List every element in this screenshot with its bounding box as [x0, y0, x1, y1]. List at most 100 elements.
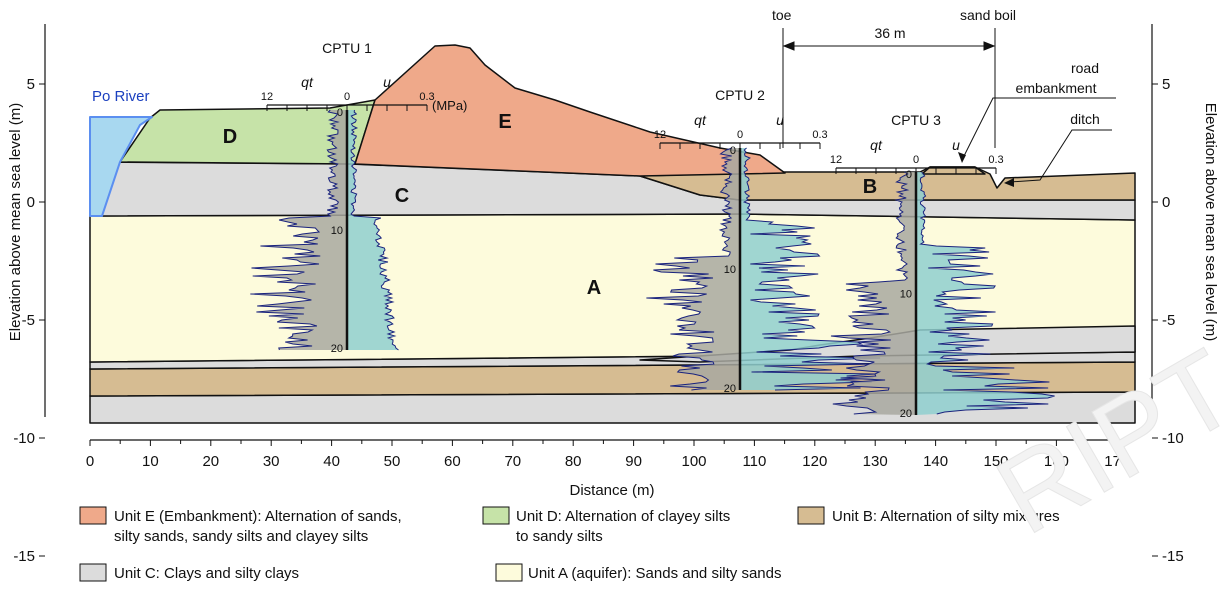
- y-ticks-right: 151050-5-10-15: [1152, 76, 1184, 565]
- x-axis: 0 10 20 30 40 50 60 70 80 90 100 110 120 130 140 150 160…: [86, 439, 1135, 499]
- cptu-1: CPTU 1 12 0 0.3 qt u 0 10 20 (MPa): [250, 40, 467, 355]
- y-tick-label: 5: [1162, 76, 1170, 93]
- x-tick-label: 70: [504, 453, 521, 470]
- ditch-pointer: [1004, 129, 1112, 187]
- toe-label: toe: [772, 7, 792, 23]
- cptu-u-trace: [919, 171, 1055, 415]
- road-embankment: [921, 166, 986, 175]
- cptu-zero: 0: [344, 91, 350, 103]
- legend-d-line2: to sandy silts: [516, 528, 603, 545]
- unit-a-letter: A: [587, 277, 601, 299]
- legend-e-line1: Unit E (Embankment): Alternation of sand…: [114, 508, 402, 525]
- cptu-zero: 0: [737, 129, 743, 141]
- y-axis-right: 151050-5-10-15 Elevation above mean sea …: [1151, 24, 1219, 565]
- y-tick-label: -15: [1162, 548, 1184, 565]
- x-tick-label: 50: [384, 453, 401, 470]
- x-tick-label: 160: [1044, 453, 1069, 470]
- x-tick-label: 80: [565, 453, 582, 470]
- unit-c-letter: C: [395, 185, 409, 207]
- cptu-title: CPTU 2: [715, 87, 765, 103]
- cptu-u-max: 0.3: [419, 91, 434, 103]
- x-tick-label: 20: [202, 453, 219, 470]
- y-tick-label: 0: [27, 194, 35, 211]
- legend-e-line2: silty sands, sandy silts and clayey silt…: [114, 528, 368, 545]
- road-label: road: [1071, 60, 1099, 76]
- sand-boil-label: sand boil: [960, 7, 1016, 23]
- cptu-u-label: u: [776, 112, 784, 128]
- distance-label: 36 m: [874, 25, 905, 41]
- y-tick-label: -15: [13, 548, 35, 565]
- y-axis-left: 151050-5-10-15 Elevation above mean sea …: [7, 24, 46, 565]
- cptu-qt-max: 12: [830, 154, 842, 166]
- cptu-qt-label: qt: [301, 74, 314, 90]
- x-tick-label: 40: [323, 453, 340, 470]
- cptu-title: CPTU 3: [891, 112, 941, 128]
- cptu-u-area: [916, 172, 1055, 415]
- cptu-qt-trace: [250, 109, 340, 351]
- x-tick-label: 170: [1104, 453, 1129, 470]
- cptu-depth-0: 0: [337, 107, 343, 119]
- cptu-profiles: CPTU 1 12 0 0.3 qt u 0 10 20 (MPa) CPTU 2 12 0 0.3 qt u…: [250, 40, 1055, 420]
- cptu-depth-10: 10: [900, 289, 912, 301]
- x-tick-label: 0: [86, 453, 94, 470]
- legend-swatch-d: [482, 506, 510, 525]
- x-tick-label: 30: [263, 453, 280, 470]
- cptu-depth-20: 20: [900, 408, 912, 420]
- ditch-label: ditch: [1070, 111, 1100, 127]
- po-river: [89, 116, 153, 217]
- unit-b-letter: B: [863, 176, 877, 198]
- cptu-u-trace: [742, 147, 881, 391]
- y-tick-label: -5: [1162, 312, 1175, 329]
- cptu-depth-0: 0: [730, 145, 736, 157]
- x-tick-label: 120: [802, 453, 827, 470]
- cptu-unit: (MPa): [432, 98, 467, 113]
- y-tick-label: -5: [22, 312, 35, 329]
- cptu-depth-10: 10: [331, 225, 343, 237]
- y-axis-label-right: Elevation above mean sea level (m): [1202, 103, 1219, 341]
- cptu-qt-label: qt: [870, 137, 883, 153]
- cptu-qt-trace: [830, 171, 910, 415]
- y-tick-label: -10: [1162, 430, 1184, 447]
- unit-e-letter: E: [498, 111, 511, 133]
- y-tick-label: 0: [1162, 194, 1170, 211]
- cptu-u-max: 0.3: [988, 154, 1003, 166]
- legend-swatch-a: [495, 563, 523, 582]
- y-tick-label: 5: [27, 76, 35, 93]
- cptu-3: CPTU 3 12 0 0.3 qt u 0 10 20: [830, 112, 1055, 420]
- cptu-depth-20: 20: [724, 383, 736, 395]
- geology-layers: [89, 44, 1136, 424]
- cptu-qt-area: [250, 110, 347, 350]
- x-tick-label: 10: [142, 453, 159, 470]
- cptu-qt-max: 12: [654, 129, 666, 141]
- y-axis-label-left: Elevation above mean sea level (m): [7, 103, 24, 341]
- cptu-u-max: 0.3: [812, 129, 827, 141]
- cptu-depth-0: 0: [906, 169, 912, 181]
- cptu-qt-trace: [646, 147, 733, 391]
- cptu-qt-area: [646, 148, 740, 390]
- legend-c-line1: Unit C: Clays and silty clays: [114, 565, 299, 582]
- x-ticks: 0 10 20 30 40 50 60 70 80 90 100 110 120 130 140 150 160…: [86, 440, 1129, 470]
- x-tick-label: 150: [983, 453, 1008, 470]
- y-ticks-left: 151050-5-10-15: [13, 76, 45, 565]
- cptu-u-label: u: [383, 74, 391, 90]
- cptu-u-label: u: [952, 137, 960, 153]
- cptu-u-trace: [350, 109, 399, 351]
- x-tick-label: 140: [923, 453, 948, 470]
- legend-swatch-e: [79, 506, 107, 525]
- legend-swatch-b: [797, 506, 825, 525]
- cptu-u-area: [347, 110, 399, 350]
- embankment-label: embankment: [1016, 80, 1097, 96]
- legend-d-line1: Unit D: Alternation of clayey silts: [516, 508, 730, 525]
- x-tick-label: 90: [625, 453, 642, 470]
- cptu-qt-label: qt: [694, 112, 707, 128]
- cptu-zero: 0: [913, 154, 919, 166]
- cptu-title: CPTU 1: [322, 40, 372, 56]
- unit-d-letter: D: [223, 126, 237, 148]
- road-pointer: [958, 97, 1116, 163]
- distance-dimension: [782, 28, 996, 148]
- legend: Unit E (Embankment): Alternation of sand…: [79, 506, 1060, 582]
- x-tick-label: 130: [863, 453, 888, 470]
- legend-a-line1: Unit A (aquifer): Sands and silty sands: [528, 565, 781, 582]
- cptu-qt-area: [830, 172, 916, 415]
